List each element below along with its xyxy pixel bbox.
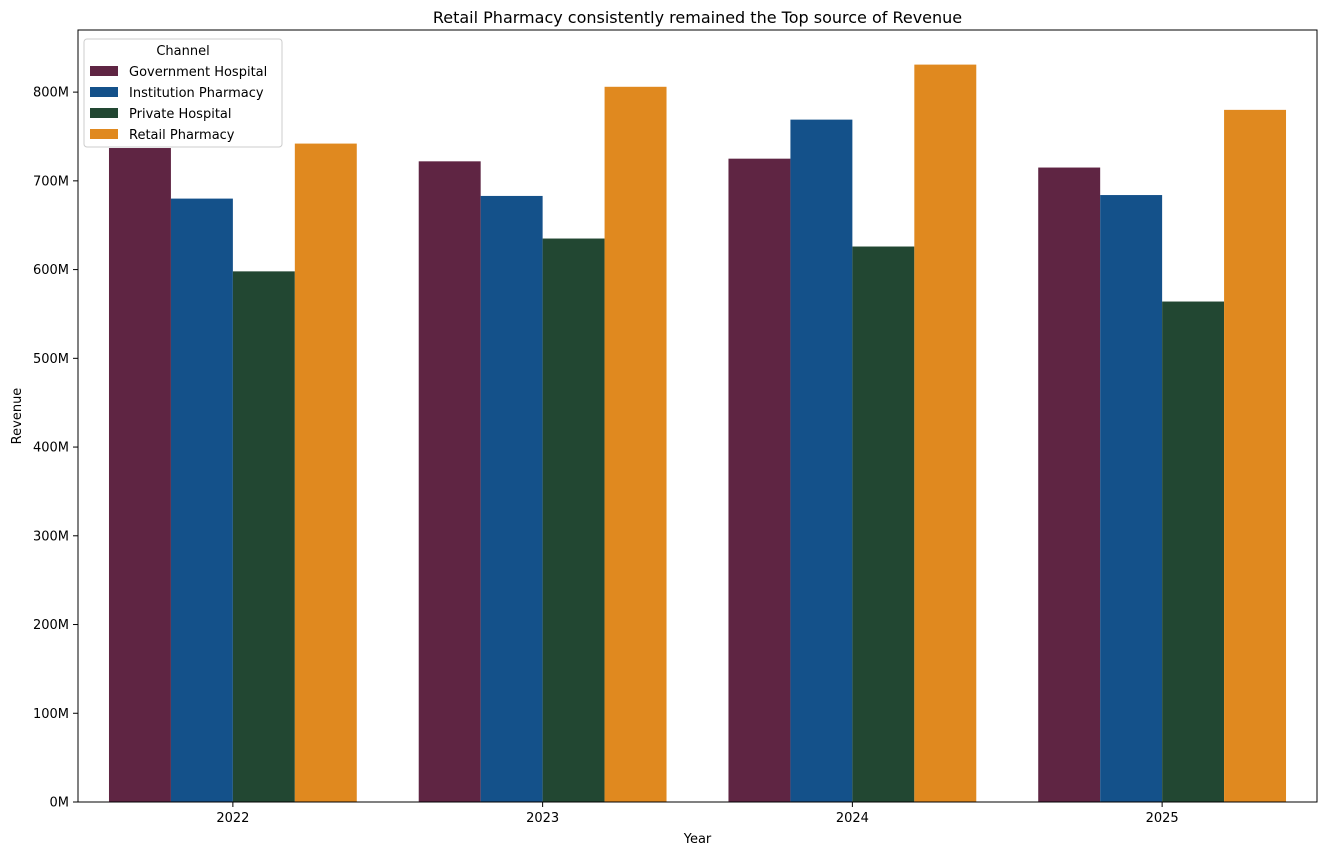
legend-label: Government Hospital xyxy=(129,65,267,80)
x-tick-label: 2023 xyxy=(526,811,559,826)
y-tick-label: 0M xyxy=(50,796,70,811)
plot-frame xyxy=(77,29,1318,803)
x-axis: 2022 2023 2024 2025 xyxy=(216,802,1179,826)
legend: Channel Government Hospital Institution P… xyxy=(83,38,283,148)
legend-label: Private Hospital xyxy=(129,107,232,122)
legend-swatch xyxy=(90,87,118,97)
legend-box xyxy=(83,38,283,148)
x-tick-label: 2022 xyxy=(216,811,249,826)
legend-swatch xyxy=(90,129,118,139)
bar-government-hospital-2024 xyxy=(728,158,791,802)
x-tick-label: 2025 xyxy=(1146,811,1179,826)
legend-label: Retail Pharmacy xyxy=(129,128,235,143)
bar-retail-pharmacy-2024 xyxy=(914,64,977,803)
bar-institution-pharmacy-2022 xyxy=(170,198,233,802)
legend-label: Institution Pharmacy xyxy=(129,86,264,101)
x-axis-label: Year xyxy=(683,832,712,847)
bar-government-hospital-2023 xyxy=(418,161,481,802)
y-tick-label: 800M xyxy=(33,86,69,101)
x-tick-label: 2024 xyxy=(836,811,869,826)
y-tick-label: 500M xyxy=(33,352,69,367)
chart-title: Retail Pharmacy consistently remained th… xyxy=(433,8,962,27)
legend-items: Government Hospital Institution Pharmacy P… xyxy=(90,65,267,143)
y-axis: 0M 100M 200M 300M 400M 500M 600M 700M 800M xyxy=(33,86,78,811)
bar-retail-pharmacy-2022 xyxy=(294,143,357,802)
legend-swatch xyxy=(90,66,118,76)
y-tick-label: 100M xyxy=(33,707,69,722)
y-tick-label: 600M xyxy=(33,263,69,278)
bar-government-hospital-2025 xyxy=(1038,167,1101,803)
y-tick-label: 700M xyxy=(33,174,69,189)
bar-private-hospital-2024 xyxy=(852,246,915,802)
bar-private-hospital-2025 xyxy=(1162,301,1225,802)
y-tick-label: 200M xyxy=(33,618,69,633)
legend-title: Channel xyxy=(156,44,209,59)
bar-institution-pharmacy-2024 xyxy=(790,119,853,802)
legend-swatch xyxy=(90,108,118,118)
bar-government-hospital-2022 xyxy=(108,148,171,803)
bar-private-hospital-2023 xyxy=(542,238,605,802)
bar-institution-pharmacy-2025 xyxy=(1100,195,1163,802)
bar-retail-pharmacy-2025 xyxy=(1224,109,1287,803)
bar-retail-pharmacy-2023 xyxy=(604,86,667,803)
bars-layer xyxy=(108,64,1287,803)
y-tick-label: 400M xyxy=(33,441,69,456)
bar-institution-pharmacy-2023 xyxy=(480,195,543,802)
y-tick-label: 300M xyxy=(33,529,69,544)
bar-private-hospital-2022 xyxy=(232,271,295,802)
y-axis-label: Revenue xyxy=(10,388,25,445)
